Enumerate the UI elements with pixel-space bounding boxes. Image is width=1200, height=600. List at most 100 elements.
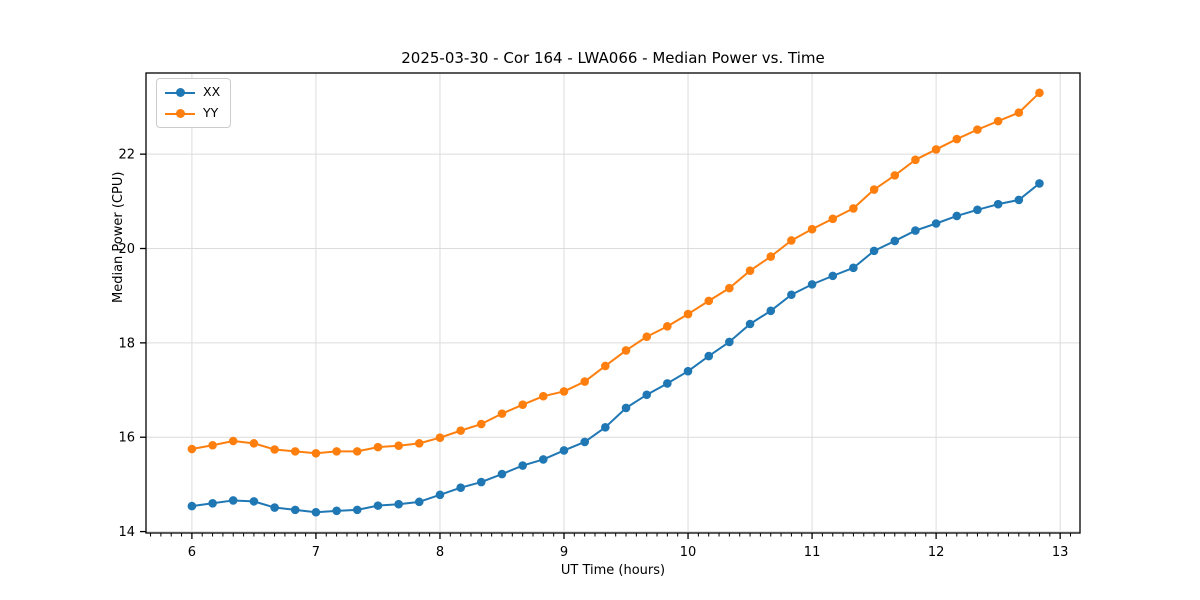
data-point-yy [249, 439, 259, 448]
data-point-xx [332, 506, 341, 516]
series-line-yy [190, 91, 1041, 455]
data-point-xx [352, 505, 362, 515]
data-point-xx [476, 477, 486, 487]
x-tick-label: 9 [560, 545, 568, 560]
data-point-xx [518, 461, 528, 470]
data-point-xx [911, 226, 920, 235]
data-point-yy [952, 134, 962, 144]
data-point-xx [601, 423, 610, 432]
data-point-yy [642, 332, 652, 342]
x-tick-label: 12 [928, 545, 945, 560]
y-tick-label: 20 [118, 242, 135, 257]
data-point-xx [373, 501, 383, 510]
data-point-yy [414, 439, 424, 448]
data-point-yy [538, 391, 548, 401]
data-point-yy [394, 441, 403, 451]
x-axis-label: UT Time (hours) [560, 563, 666, 578]
data-point-yy [187, 444, 197, 454]
data-point-yy [497, 409, 507, 418]
data-point-yy [518, 400, 528, 409]
data-point-yy [621, 346, 631, 355]
x-tick-label: 7 [312, 545, 320, 560]
data-point-xx [828, 271, 838, 281]
data-point-xx [931, 219, 941, 228]
data-point-xx [249, 497, 259, 506]
data-point-yy [1035, 88, 1044, 98]
data-point-yy [332, 447, 341, 456]
data-point-yy [290, 447, 300, 456]
legend-item-xx: XX [165, 84, 220, 101]
data-point-xx [704, 351, 714, 361]
yy-line-marker-sample [165, 109, 195, 119]
data-point-yy [683, 309, 693, 319]
data-point-yy [973, 125, 982, 134]
data-point-xx [621, 403, 631, 413]
data-point-xx [497, 469, 507, 479]
data-point-xx [973, 205, 982, 215]
data-point-yy [228, 436, 238, 446]
data-point-xx [187, 501, 197, 511]
data-point-xx [890, 236, 900, 246]
data-point-yy [456, 426, 465, 435]
data-point-yy [725, 283, 734, 293]
x-tick-label: 8 [436, 545, 444, 560]
data-point-yy [931, 145, 941, 154]
data-point-yy [435, 433, 445, 442]
data-point-xx [745, 319, 755, 329]
data-point-yy [890, 171, 900, 180]
data-point-xx [435, 490, 445, 500]
data-point-xx [849, 263, 858, 273]
data-point-xx [208, 498, 217, 508]
data-point-xx [394, 499, 403, 509]
data-point-xx [663, 379, 672, 388]
data-point-yy [766, 252, 776, 261]
legend-item-yy: YY [165, 105, 220, 122]
data-point-yy [704, 296, 714, 306]
data-point-yy [807, 224, 817, 234]
data-point-yy [208, 440, 217, 450]
data-point-yy [849, 204, 858, 213]
data-point-xx [952, 211, 962, 221]
data-point-xx [807, 280, 817, 289]
data-point-yy [476, 419, 486, 429]
data-point-yy [580, 377, 590, 386]
data-point-xx [787, 290, 796, 300]
legend-label-yy: YY [203, 105, 219, 121]
xx-line-marker-sample [165, 88, 195, 98]
legend: XX YY [156, 78, 232, 128]
data-point-yy [911, 155, 920, 165]
data-point-yy [787, 236, 796, 245]
data-point-xx [290, 505, 300, 515]
data-point-yy [601, 361, 610, 371]
data-point-xx [580, 437, 590, 447]
data-point-xx [559, 446, 569, 455]
data-point-yy [373, 442, 383, 452]
data-point-xx [414, 497, 424, 507]
y-tick-label: 14 [118, 525, 135, 540]
data-point-xx [993, 199, 1003, 209]
y-tick-label: 18 [118, 336, 135, 351]
data-point-xx [766, 306, 776, 316]
data-point-yy [559, 387, 569, 396]
axes-frame [145, 72, 1081, 534]
data-point-xx [270, 503, 279, 512]
data-point-yy [745, 266, 755, 275]
data-point-xx [725, 337, 734, 347]
data-point-yy [352, 447, 362, 456]
y-tick-label: 22 [118, 148, 135, 163]
data-point-xx [642, 390, 652, 400]
data-point-xx [228, 496, 238, 505]
x-tick-label: 10 [680, 545, 697, 560]
data-point-yy [270, 445, 279, 454]
data-point-yy [1014, 108, 1024, 117]
data-point-xx [683, 366, 693, 376]
data-point-xx [538, 455, 548, 464]
data-point-xx [1035, 179, 1044, 188]
data-point-yy [663, 322, 672, 331]
x-tick-label: 11 [804, 545, 821, 560]
data-point-yy [311, 448, 321, 458]
x-tick-label: 6 [188, 545, 196, 560]
data-point-xx [1014, 195, 1024, 205]
